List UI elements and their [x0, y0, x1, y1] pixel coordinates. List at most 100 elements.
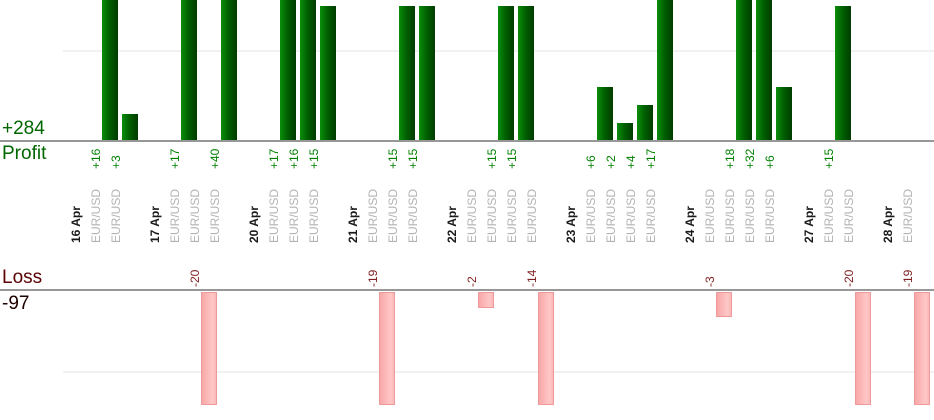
- profit-value-label: +18: [723, 148, 737, 169]
- loss-total: -97: [2, 293, 30, 314]
- profit-bar[interactable]: [835, 6, 851, 141]
- profit-value-label: +16: [89, 148, 103, 169]
- profit-baseline: [0, 140, 934, 142]
- symbol-label: EUR/USD: [505, 188, 519, 243]
- symbol-label: EUR/USD: [703, 188, 717, 243]
- date-label: 24 Apr: [683, 206, 697, 243]
- symbol-label: EUR/USD: [584, 188, 598, 243]
- profit-value-label: +15: [386, 148, 400, 169]
- date-label: 21 Apr: [346, 206, 360, 243]
- date-group-23-apr: 23 Apr +6 EUR/USD +2 EUR/USD +4 EUR/USD +17 EUR/…: [564, 0, 675, 420]
- loss-bar[interactable]: [914, 292, 930, 405]
- symbol-label: EUR/USD: [188, 188, 202, 243]
- profit-value-label: +6: [763, 155, 777, 169]
- loss-value-label: -19: [366, 269, 380, 287]
- symbol-label: EUR/USD: [624, 188, 638, 243]
- date-label: 27 Apr: [802, 206, 816, 243]
- trade-column: +18 EUR/USD: [723, 0, 754, 420]
- symbol-label: EUR/USD: [604, 188, 618, 243]
- profit-bar[interactable]: [657, 0, 673, 141]
- symbol-label: EUR/USD: [386, 188, 400, 243]
- date-label: 17 Apr: [148, 206, 162, 243]
- profit-value-label: +16: [287, 148, 301, 169]
- trade-column: -20 EUR/USD: [842, 0, 873, 420]
- profit-bar[interactable]: [320, 6, 336, 141]
- profit-bar[interactable]: [399, 6, 415, 141]
- loss-gridline-minus10: [63, 371, 934, 373]
- profit-value-label: +17: [644, 148, 658, 169]
- date-label: 22 Apr: [445, 206, 459, 243]
- trade-column: +4 EUR/USD: [624, 0, 655, 420]
- date-label: 28 Apr: [881, 206, 895, 243]
- date-group-20-apr: 20 Apr +17 EUR/USD +16 EUR/USD +15 EUR/USD: [247, 0, 338, 420]
- profit-bar[interactable]: [280, 0, 296, 141]
- date-label: 16 Apr: [69, 206, 83, 243]
- profit-bar[interactable]: [300, 0, 316, 141]
- profit-bar[interactable]: [498, 6, 514, 141]
- loss-axis-label: Loss: [2, 267, 43, 289]
- profit-bar[interactable]: [637, 105, 653, 141]
- trade-column: +15 EUR/USD: [406, 0, 437, 420]
- profit-value-label: +15: [505, 148, 519, 169]
- date-label: 20 Apr: [247, 206, 261, 243]
- symbol-label: EUR/USD: [743, 188, 757, 243]
- trade-column: +15 EUR/USD: [822, 0, 853, 420]
- trade-column: +17 EUR/USD: [168, 0, 199, 420]
- profit-bar[interactable]: [736, 0, 752, 141]
- profit-bar[interactable]: [181, 0, 197, 141]
- trade-column: -19 EUR/USD: [901, 0, 932, 420]
- symbol-label: EUR/USD: [485, 188, 499, 243]
- symbol-label: EUR/USD: [901, 188, 915, 243]
- loss-value-label: -2: [465, 276, 479, 287]
- trade-column: +17 EUR/USD: [267, 0, 298, 420]
- symbol-label: EUR/USD: [723, 188, 737, 243]
- symbol-label: EUR/USD: [763, 188, 777, 243]
- profit-bar[interactable]: [756, 0, 772, 141]
- loss-bar[interactable]: [379, 292, 395, 405]
- profit-value-label: +32: [743, 148, 757, 169]
- date-group-28-apr: 28 Apr -19 EUR/USD: [881, 0, 932, 420]
- loss-value-label: -3: [703, 276, 717, 287]
- loss-bar[interactable]: [716, 292, 732, 317]
- trade-column: -19 EUR/USD: [366, 0, 397, 420]
- trade-column: +40 EUR/USD: [208, 0, 239, 420]
- loss-baseline: [0, 289, 934, 291]
- profit-total: +284: [2, 118, 45, 140]
- trade-column: +3 EUR/USD: [109, 0, 140, 420]
- profit-value-label: +2: [604, 155, 618, 169]
- trade-column: +32 EUR/USD: [743, 0, 774, 420]
- trade-column: -2 EUR/USD: [465, 0, 496, 420]
- trade-column: +15 EUR/USD: [307, 0, 338, 420]
- profit-bar[interactable]: [776, 87, 792, 141]
- profit-bar[interactable]: [102, 0, 118, 141]
- loss-value-label: -20: [842, 269, 856, 287]
- profit-bar[interactable]: [419, 6, 435, 141]
- loss-value-label: -14: [525, 269, 539, 287]
- profit-value-label: +15: [307, 148, 321, 169]
- trade-column: +16 EUR/USD: [287, 0, 318, 420]
- profit-bar[interactable]: [122, 114, 138, 141]
- profit-value-label: +40: [208, 148, 222, 169]
- profit-bar[interactable]: [597, 87, 613, 141]
- trade-column: +6 EUR/USD: [584, 0, 615, 420]
- trade-column: -20 EUR/USD: [188, 0, 219, 420]
- trade-column: +15 EUR/USD: [505, 0, 536, 420]
- date-group-27-apr: 27 Apr +15 EUR/USD -20 EUR/USD: [802, 0, 873, 420]
- symbol-label: EUR/USD: [525, 188, 539, 243]
- trade-column: +2 EUR/USD: [604, 0, 635, 420]
- loss-bar[interactable]: [478, 292, 494, 309]
- loss-bar[interactable]: [538, 292, 554, 405]
- date-group-24-apr: 24 Apr -3 EUR/USD +18 EUR/USD +32 EUR/USD +6 EUR…: [683, 0, 794, 420]
- symbol-label: EUR/USD: [267, 188, 281, 243]
- profit-value-label: +17: [168, 148, 182, 169]
- profit-bar[interactable]: [518, 6, 534, 141]
- profit-bar[interactable]: [617, 123, 633, 141]
- trade-column: +17 EUR/USD: [644, 0, 675, 420]
- loss-bar[interactable]: [855, 292, 871, 405]
- symbol-label: EUR/USD: [109, 188, 123, 243]
- profit-value-label: +4: [624, 155, 638, 169]
- date-groups: 16 Apr +16 EUR/USD +3 EUR/USD 17 Apr +17 EUR/US…: [69, 0, 932, 420]
- loss-bar[interactable]: [201, 292, 217, 405]
- profit-bar[interactable]: [221, 0, 237, 141]
